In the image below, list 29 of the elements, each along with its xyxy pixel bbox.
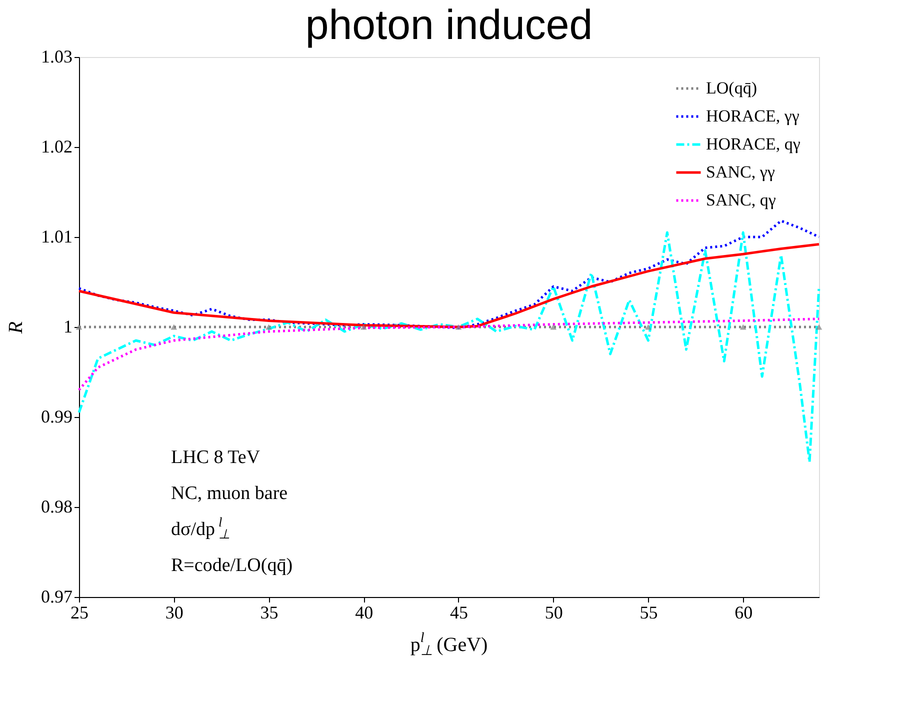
- x-tick-label: 40: [355, 602, 374, 622]
- legend-label: HORACE, γγ: [706, 106, 800, 126]
- legend-label: LO(qq̄): [706, 78, 757, 98]
- y-tick-label: 0.97: [41, 586, 72, 606]
- x-tick-label: 35: [260, 602, 278, 622]
- annotation: NC, muon bare: [171, 483, 288, 504]
- legend-label: SANC, qγ: [706, 190, 776, 210]
- line-series: [78, 242, 820, 328]
- y-tick-label: 1.01: [41, 226, 72, 246]
- y-tick-label: 1: [64, 316, 72, 336]
- x-tick-label: 60: [734, 602, 753, 622]
- x-tick-label: 45: [450, 602, 468, 622]
- line-series: [78, 318, 820, 392]
- annotation: R=code/LO(qq̄): [171, 555, 293, 576]
- annotation: LHC 8 TeV: [171, 447, 260, 468]
- chart-title: photon induced: [305, 1, 593, 48]
- x-tick-label: 55: [640, 602, 658, 622]
- y-tick-label: 0.98: [41, 496, 72, 516]
- x-tick-label: 30: [165, 602, 184, 622]
- legend-label: HORACE, qγ: [706, 134, 801, 154]
- y-tick-label: 1.03: [41, 46, 72, 66]
- line-series: [78, 220, 820, 330]
- legend-label: SANC, γγ: [706, 162, 776, 182]
- y-axis-title: R: [5, 321, 27, 335]
- y-tick-label: 1.02: [41, 136, 72, 156]
- x-tick-label: 25: [70, 602, 88, 622]
- x-tick-label: 50: [544, 602, 563, 622]
- y-tick-label: 0.99: [41, 406, 72, 426]
- line-series: [78, 231, 820, 464]
